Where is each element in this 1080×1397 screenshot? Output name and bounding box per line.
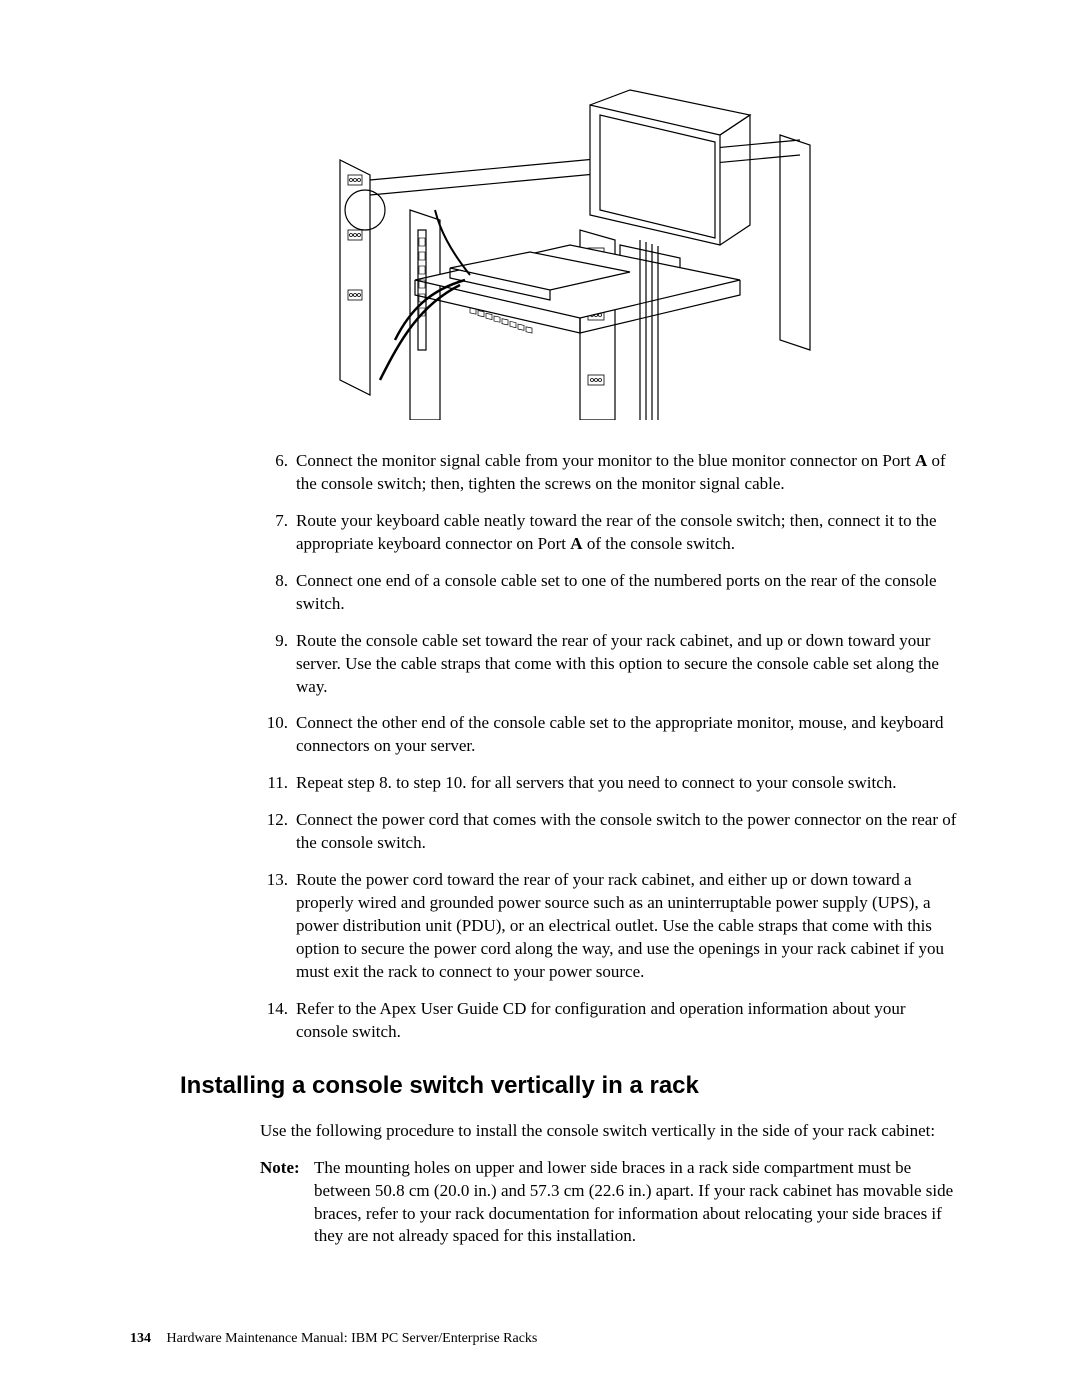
step-number: 6. bbox=[260, 450, 288, 496]
step-text: Connect the power cord that comes with t… bbox=[296, 809, 960, 855]
step-number: 10. bbox=[260, 712, 288, 758]
step-item: 13. Route the power cord toward the rear … bbox=[260, 869, 960, 984]
step-number: 8. bbox=[260, 570, 288, 616]
note-text: The mounting holes on upper and lower si… bbox=[314, 1157, 960, 1249]
step-item: 11. Repeat step 8. to step 10. for all se… bbox=[260, 772, 960, 795]
step-item: 14. Refer to the Apex User Guide CD for c… bbox=[260, 998, 960, 1044]
step-item: 12. Connect the power cord that comes wit… bbox=[260, 809, 960, 855]
step-item: 9.Route the console cable set toward the… bbox=[260, 630, 960, 699]
note-label: Note: bbox=[260, 1157, 314, 1249]
step-text: Connect the monitor signal cable from yo… bbox=[296, 450, 960, 496]
install-steps-list: 6.Connect the monitor signal cable from … bbox=[260, 450, 960, 1044]
step-number: 7. bbox=[260, 510, 288, 556]
step-text: Connect one end of a console cable set t… bbox=[296, 570, 960, 616]
intro-paragraph: Use the following procedure to install t… bbox=[260, 1120, 960, 1143]
step-number: 13. bbox=[260, 869, 288, 984]
page-footer: 134 Hardware Maintenance Manual: IBM PC … bbox=[130, 1331, 537, 1347]
rack-svg bbox=[320, 80, 820, 420]
step-text: Route the console cable set toward the r… bbox=[296, 630, 960, 699]
step-item: 10. Connect the other end of the console … bbox=[260, 712, 960, 758]
step-text: Refer to the Apex User Guide CD for conf… bbox=[296, 998, 960, 1044]
step-number: 14. bbox=[260, 998, 288, 1044]
step-text: Route your keyboard cable neatly toward … bbox=[296, 510, 960, 556]
step-number: 12. bbox=[260, 809, 288, 855]
rack-install-figure bbox=[320, 80, 820, 420]
step-text: Repeat step 8. to step 10. for all serve… bbox=[296, 772, 960, 795]
step-item: 8.Connect one end of a console cable set… bbox=[260, 570, 960, 616]
step-text: Route the power cord toward the rear of … bbox=[296, 869, 960, 984]
footer-title: Hardware Maintenance Manual: IBM PC Serv… bbox=[167, 1331, 538, 1346]
step-number: 11. bbox=[260, 772, 288, 795]
step-number: 9. bbox=[260, 630, 288, 699]
step-item: 6.Connect the monitor signal cable from … bbox=[260, 450, 960, 496]
note-block: Note: The mounting holes on upper and lo… bbox=[260, 1157, 960, 1249]
section-heading-vertical-install: Installing a console switch vertically i… bbox=[180, 1072, 960, 1100]
step-text: Connect the other end of the console cab… bbox=[296, 712, 960, 758]
step-item: 7.Route your keyboard cable neatly towar… bbox=[260, 510, 960, 556]
page-number: 134 bbox=[130, 1331, 151, 1346]
